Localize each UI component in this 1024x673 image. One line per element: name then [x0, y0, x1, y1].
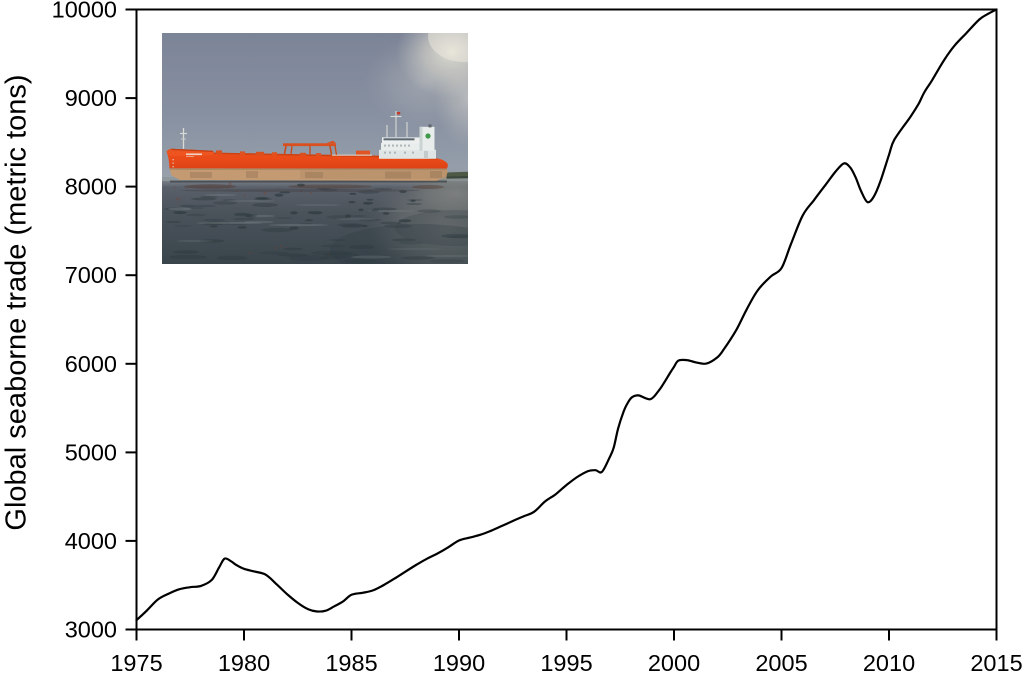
svg-text:4000: 4000 — [65, 528, 117, 554]
svg-text:1975: 1975 — [110, 650, 162, 673]
svg-text:3000: 3000 — [65, 617, 117, 643]
svg-text:1985: 1985 — [325, 650, 377, 673]
svg-text:1980: 1980 — [218, 650, 270, 673]
svg-text:9000: 9000 — [65, 85, 117, 111]
svg-text:Global seaborne trade (metric: Global seaborne trade (metric tons) — [1, 74, 33, 530]
svg-text:5000: 5000 — [65, 439, 117, 465]
svg-text:2000: 2000 — [648, 650, 700, 673]
svg-text:7000: 7000 — [65, 262, 117, 288]
svg-text:1995: 1995 — [540, 650, 592, 673]
svg-text:6000: 6000 — [65, 351, 117, 377]
svg-text:1990: 1990 — [433, 650, 485, 673]
svg-text:10000: 10000 — [52, 0, 117, 23]
svg-text:2010: 2010 — [863, 650, 915, 673]
svg-text:2015: 2015 — [970, 650, 1022, 673]
svg-text:2005: 2005 — [755, 650, 807, 673]
svg-text:8000: 8000 — [65, 174, 117, 200]
